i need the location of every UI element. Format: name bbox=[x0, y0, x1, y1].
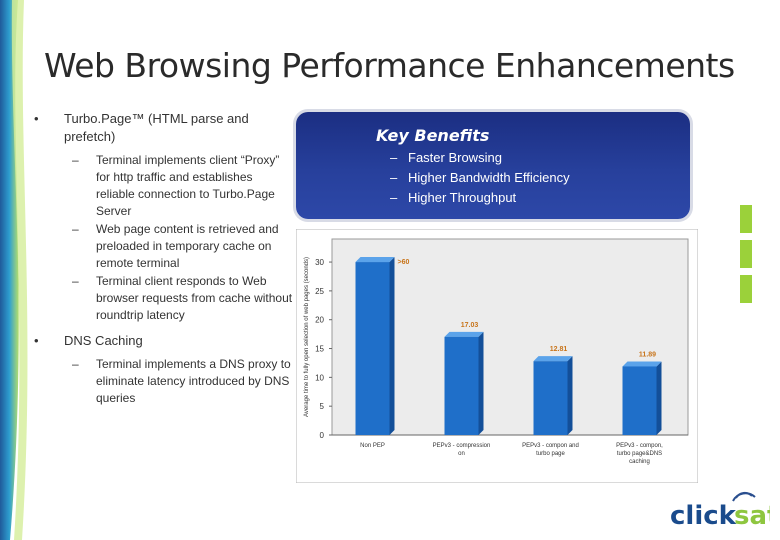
green-deco-bar bbox=[740, 240, 752, 268]
sub-bullet-text: Terminal client responds to Web browser … bbox=[96, 274, 293, 322]
bar-top bbox=[533, 356, 573, 362]
y-tick-label: 10 bbox=[315, 373, 324, 382]
dash-marker: – bbox=[390, 190, 398, 205]
sub-bullet-dash: – bbox=[72, 357, 79, 371]
bar-side bbox=[656, 361, 662, 435]
clicksat-logo: click sat bbox=[670, 491, 770, 530]
dash-marker: – bbox=[390, 170, 398, 185]
bar-data-label: 12.81 bbox=[550, 346, 568, 353]
bullet-list: • Turbo.Page™ (HTML parse and prefetch) –… bbox=[34, 110, 294, 408]
page-title: Web Browsing Performance Enhancements bbox=[44, 46, 735, 85]
sub-bullet-dash: – bbox=[72, 222, 79, 236]
key-benefits-list: – Faster Browsing – Higher Bandwidth Effic… bbox=[390, 148, 570, 208]
sub-bullet-dash: – bbox=[72, 274, 79, 288]
bar-side bbox=[478, 331, 484, 435]
bar-top bbox=[444, 331, 484, 337]
key-benefits-box: Key Benefits – Faster Browsing – Higher Ba… bbox=[296, 112, 690, 219]
bullet-text: Turbo.Page™ (HTML parse and prefetch) bbox=[64, 111, 249, 144]
bar bbox=[622, 366, 657, 435]
green-deco-bar bbox=[740, 275, 752, 303]
latency-bar-chart: 0 5 10 15 20 25 30 Average time to fully open s… bbox=[296, 229, 698, 483]
bullet-text: DNS Caching bbox=[64, 333, 143, 348]
x-tick-label: PEPv3 - compression bbox=[433, 443, 491, 449]
x-tick-label: turbo page&DNS bbox=[617, 451, 662, 457]
y-tick-label: 5 bbox=[320, 402, 325, 411]
x-tick-label: PEPv3 - compon and bbox=[522, 443, 579, 449]
bullet-dot: • bbox=[34, 111, 39, 126]
sub-bullet-text: Terminal implements a DNS proxy to elimi… bbox=[96, 357, 291, 405]
y-tick-label: 15 bbox=[315, 345, 324, 354]
bar bbox=[444, 336, 479, 435]
sub-bullet-item: – Web page content is retrieved and prelo… bbox=[34, 221, 294, 272]
y-tick-label: 0 bbox=[320, 431, 325, 440]
key-benefits-title: Key Benefits bbox=[376, 126, 490, 145]
bar bbox=[355, 262, 390, 435]
sub-bullet-text: Terminal implements client “Proxy” for h… bbox=[96, 153, 280, 218]
green-deco-bar bbox=[740, 205, 752, 233]
y-axis-label: Average time to fully open selection of … bbox=[304, 257, 310, 417]
sub-bullet-item: – Terminal client responds to Web browser… bbox=[34, 273, 294, 324]
x-tick-label: turbo page bbox=[536, 451, 565, 457]
key-benefit-text: Faster Browsing bbox=[408, 150, 502, 165]
bar-side bbox=[567, 356, 573, 435]
sub-bullet-item: – Terminal implements client “Proxy” for … bbox=[34, 152, 294, 220]
bullet-item: • Turbo.Page™ (HTML parse and prefetch) bbox=[34, 110, 294, 146]
svg-text:click: click bbox=[670, 501, 737, 530]
y-tick-label: 20 bbox=[315, 316, 324, 325]
key-benefit-item: – Higher Bandwidth Efficiency bbox=[390, 168, 570, 188]
x-tick-label: PEPv3 - compon, bbox=[616, 443, 663, 449]
y-tick-label: 30 bbox=[315, 258, 324, 267]
key-benefit-item: – Faster Browsing bbox=[390, 148, 570, 168]
key-benefit-text: Higher Throughput bbox=[408, 190, 517, 205]
x-tick-label: Non PEP bbox=[360, 443, 385, 449]
key-benefit-item: – Higher Throughput bbox=[390, 188, 570, 208]
sub-bullet-dash: – bbox=[72, 153, 79, 167]
x-tick-label: on bbox=[458, 451, 465, 457]
bar-data-label: 17.03 bbox=[461, 322, 479, 329]
x-tick-label: caching bbox=[629, 459, 650, 465]
dash-marker: – bbox=[390, 150, 398, 165]
bar bbox=[533, 361, 568, 435]
bar-data-label: >60 bbox=[398, 259, 410, 266]
sub-bullet-item: – Terminal implements a DNS proxy to elim… bbox=[34, 356, 294, 407]
sub-bullet-text: Web page content is retrieved and preloa… bbox=[96, 222, 279, 270]
bullet-dot: • bbox=[34, 333, 39, 348]
bar-side bbox=[389, 257, 395, 435]
svg-text:sat: sat bbox=[734, 501, 770, 530]
left-decor-band bbox=[0, 0, 28, 540]
bar-data-label: 11.89 bbox=[639, 351, 656, 358]
bar-top bbox=[355, 257, 395, 263]
y-tick-label: 25 bbox=[315, 287, 324, 296]
bar-top bbox=[622, 361, 662, 367]
bullet-item: • DNS Caching bbox=[34, 332, 294, 350]
key-benefit-text: Higher Bandwidth Efficiency bbox=[408, 170, 570, 185]
